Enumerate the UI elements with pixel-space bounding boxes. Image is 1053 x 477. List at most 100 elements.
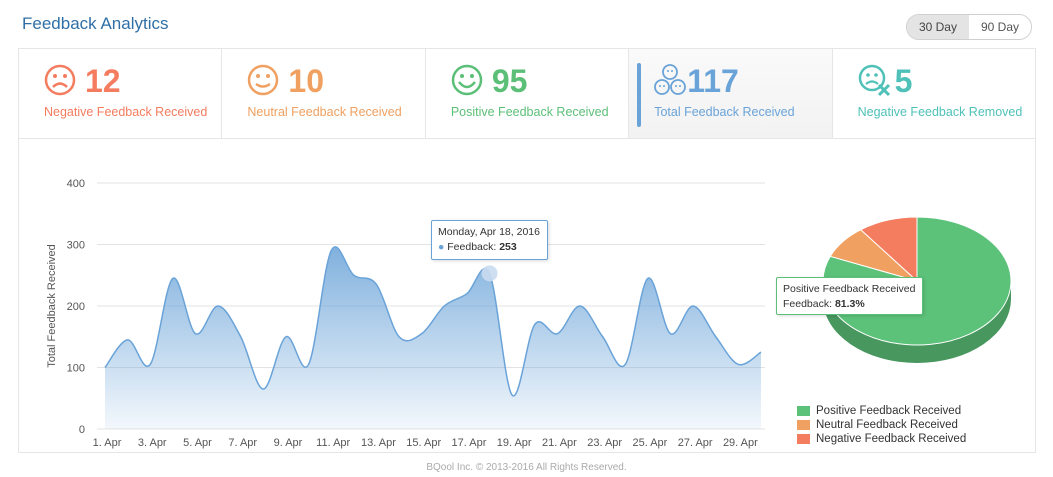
x-tick-label: 13. Apr: [361, 437, 396, 449]
stat-negative-removed[interactable]: 5 Negative Feedback Removed: [833, 49, 1035, 138]
tooltip-label: Feedback:: [783, 298, 833, 310]
x-tick-label: 29. Apr: [723, 437, 758, 449]
data-point[interactable]: [283, 334, 288, 339]
legend-item[interactable]: Positive Feedback Received: [797, 404, 966, 418]
data-point[interactable]: [668, 331, 673, 336]
stat-positive-received[interactable]: 95 Positive Feedback Received: [426, 49, 630, 138]
highlighted-point[interactable]: [481, 265, 498, 282]
data-point[interactable]: [419, 331, 424, 336]
x-tick-label: 21. Apr: [542, 437, 577, 449]
x-tick-label: 25. Apr: [632, 437, 667, 449]
x-tick-label: 17. Apr: [452, 437, 487, 449]
stat-value: 95: [491, 63, 528, 99]
legend-swatch: [797, 434, 810, 444]
stat-neutral-received[interactable]: 10 Neutral Feedback Received: [222, 49, 426, 138]
y-tick-label: 0: [79, 424, 85, 436]
tooltip-value: 253: [499, 241, 517, 253]
stat-label: Positive Feedback Received: [450, 105, 609, 119]
stat-label: Negative Feedback Received: [44, 105, 208, 119]
data-point[interactable]: [759, 350, 764, 355]
y-tick-label: 100: [67, 363, 85, 375]
footer-copyright: BQool Inc. © 2013-2016 All Rights Reserv…: [426, 462, 627, 473]
y-tick-label: 400: [67, 178, 85, 190]
neutral-face-icon: [248, 64, 279, 96]
tooltip-value: 81.3%: [834, 298, 865, 310]
stat-total-received[interactable]: 117 Total Feedback Received: [629, 49, 833, 138]
range-90-day-button[interactable]: 90 Day: [968, 15, 1031, 39]
stat-value: 12: [85, 63, 121, 99]
x-tick-label: 23. Apr: [587, 437, 622, 449]
happy-face-icon: [451, 64, 483, 96]
data-point[interactable]: [148, 362, 153, 367]
stat-value: 10: [288, 63, 324, 99]
data-point[interactable]: [216, 304, 221, 309]
area-chart-svg: 0 100 200 300 400 Total Feedback Received 1. A…: [46, 178, 765, 449]
group-faces-icon: [654, 64, 687, 95]
pie-slice-side: [823, 281, 1011, 363]
pie-slice[interactable]: [859, 216, 918, 283]
series-area: [105, 246, 761, 429]
x-tick-label: 9. Apr: [274, 437, 303, 449]
legend-swatch: [797, 406, 810, 416]
legend-swatch: [797, 420, 810, 430]
legend-label: Neutral Feedback Received: [816, 419, 958, 431]
data-point[interactable]: [736, 362, 741, 367]
stats-row: 12 Negative Feedback Received 10 Neutral…: [19, 49, 1035, 139]
series-line: [104, 246, 762, 397]
data-point[interactable]: [555, 331, 560, 336]
stat-negative-received[interactable]: 12 Negative Feedback Received: [19, 49, 223, 138]
stat-label: Negative Feedback Removed: [857, 105, 1023, 119]
x-tick-label: 11. Apr: [316, 437, 350, 449]
stat-label: Total Feedback Received: [654, 105, 795, 119]
x-tick-label: 27. Apr: [678, 437, 713, 449]
data-point[interactable]: [600, 334, 605, 339]
stat-label: Neutral Feedback Received: [247, 105, 402, 119]
area-chart-tooltip: Monday, Apr 18, 2016 ● Feedback: 253: [431, 220, 548, 260]
range-30-day-button[interactable]: 30 Day: [906, 15, 969, 39]
data-point[interactable]: [645, 276, 650, 281]
analytics-panel: 12 Negative Feedback Received 10 Neutral…: [18, 48, 1036, 453]
tooltip-dot-icon: ●: [438, 241, 445, 253]
data-point[interactable]: [623, 362, 628, 367]
data-point[interactable]: [103, 365, 108, 370]
data-point[interactable]: [532, 322, 537, 327]
data-point[interactable]: [170, 276, 175, 281]
x-tick-label: 19. Apr: [497, 437, 532, 449]
page-title: Feedback Analytics: [22, 14, 169, 33]
data-point[interactable]: [510, 393, 515, 398]
tooltip-label: Feedback:: [447, 241, 497, 253]
data-point[interactable]: [125, 337, 130, 342]
range-toggle: 30 Day 90 Day: [905, 14, 1032, 40]
data-point[interactable]: [329, 248, 334, 253]
x-tick-label: 5. Apr: [183, 437, 212, 449]
stat-value: 5: [894, 63, 913, 99]
data-point[interactable]: [713, 334, 718, 339]
data-point[interactable]: [261, 387, 266, 392]
x-tick-label: 7. Apr: [228, 437, 257, 449]
data-point[interactable]: [351, 273, 356, 278]
stat-value: 117: [687, 63, 739, 99]
data-point[interactable]: [306, 362, 311, 367]
pie-chart-tooltip: Positive Feedback Received Feedback: 81.…: [776, 277, 923, 315]
data-point[interactable]: [578, 304, 583, 309]
header: Feedback Analytics 30 Day 90 Day: [0, 0, 1053, 48]
y-tick-label: 200: [67, 301, 85, 313]
data-point[interactable]: [193, 331, 198, 336]
tooltip-title: Positive Feedback Received: [783, 283, 916, 295]
x-tick-label: 1. Apr: [93, 437, 122, 449]
data-point[interactable]: [238, 334, 243, 339]
legend-item[interactable]: Negative Feedback Received: [797, 432, 966, 446]
area-chart: 0 100 200 300 400 Total Feedback Received 1. A…: [19, 141, 779, 453]
data-point[interactable]: [464, 291, 469, 296]
x-tick-label: 3. Apr: [138, 437, 167, 449]
legend-item[interactable]: Neutral Feedback Received: [797, 418, 966, 432]
tooltip-title: Monday, Apr 18, 2016: [438, 226, 540, 238]
data-point[interactable]: [691, 304, 696, 309]
y-tick-label: 300: [67, 240, 85, 252]
data-point[interactable]: [442, 304, 447, 309]
data-point[interactable]: [374, 282, 379, 287]
legend-label: Positive Feedback Received: [816, 405, 962, 417]
removed-face-icon: [858, 64, 890, 97]
data-point[interactable]: [397, 334, 402, 339]
pie-legend: Positive Feedback Received Neutral Feedb…: [797, 404, 966, 446]
